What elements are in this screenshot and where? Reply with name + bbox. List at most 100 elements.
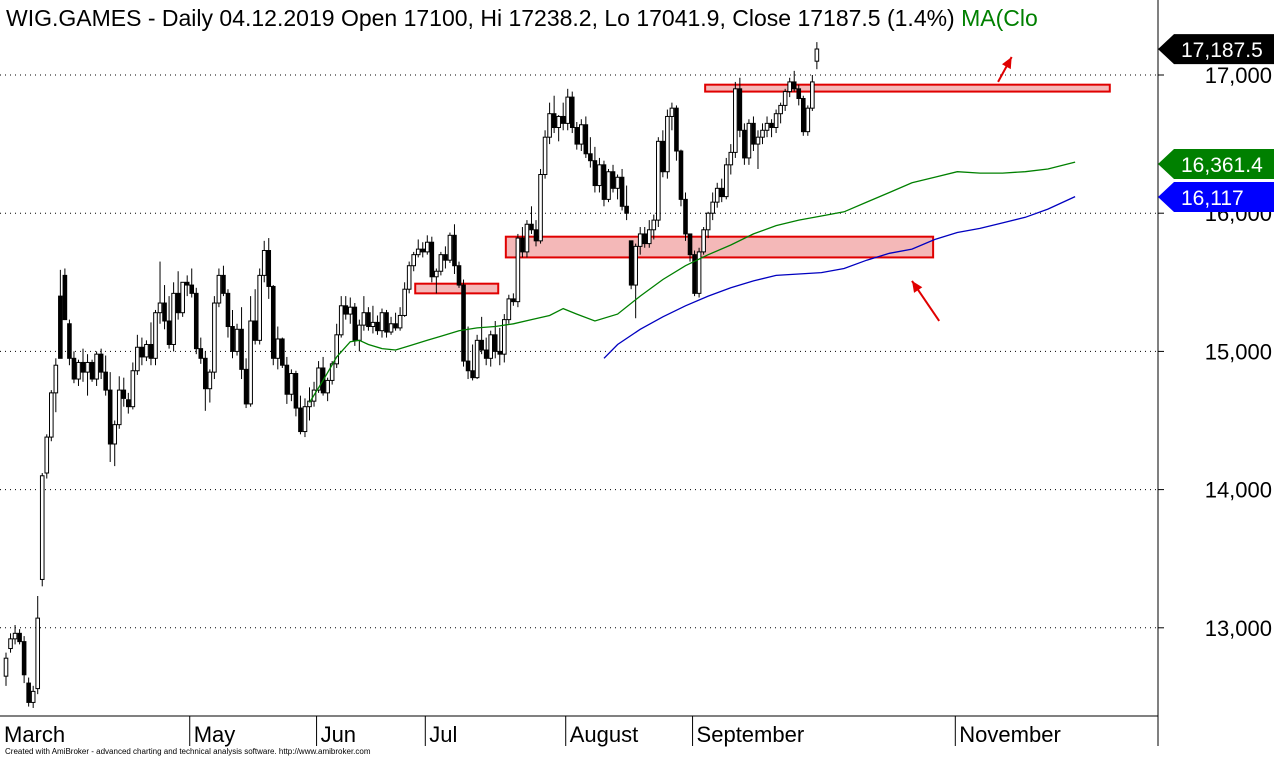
candle-up [424, 241, 430, 253]
candle-up [728, 151, 734, 166]
candle-up [316, 367, 321, 391]
candle-down [280, 338, 285, 366]
candle-down [692, 254, 697, 294]
candle-up [696, 251, 702, 294]
candle-up [144, 343, 149, 358]
candle-up [325, 379, 330, 394]
candle-up [579, 124, 584, 145]
candle-down [225, 292, 231, 328]
candle-down [175, 292, 181, 314]
candle-down [26, 682, 31, 703]
candle-down [470, 370, 475, 379]
candle-down [107, 389, 113, 445]
candle-up [502, 319, 507, 355]
arrow-head [1001, 57, 1012, 70]
candle-up [112, 424, 118, 445]
candle-up [207, 371, 213, 390]
candle-up [434, 270, 439, 278]
candle-down [270, 285, 276, 359]
title-ohlc: Open 17100, Hi 17238.2, Lo 17041.9, Clos… [341, 5, 955, 31]
candle-down [230, 326, 235, 352]
candle-down [298, 407, 303, 433]
candle-down [243, 368, 249, 405]
candle-down [465, 360, 471, 372]
candle-up [411, 254, 416, 267]
candlestick-series [3, 42, 820, 708]
candle-down [58, 295, 63, 359]
value-badges: 17,187.5 16,361.4 16,117 [1158, 34, 1274, 212]
candle-down [683, 198, 688, 235]
candle-down [71, 357, 77, 380]
month-label: Jul [429, 722, 457, 747]
candle-down [492, 334, 498, 352]
candle-down [742, 129, 747, 159]
candle-up [547, 113, 552, 138]
title-backdrop [0, 0, 1155, 34]
candle-down [624, 205, 629, 214]
candle-up [665, 115, 670, 173]
candle-up [597, 164, 602, 187]
time-axis-months: March May Jun Jul August September November [4, 716, 1061, 747]
y-tick-label: 15,000 [1205, 339, 1272, 364]
moving-average-short-line [308, 161, 1076, 403]
candle-down [375, 321, 380, 332]
candle-down [737, 88, 743, 131]
candle-up [515, 237, 521, 303]
candle-down [678, 150, 684, 200]
candle-up [542, 136, 548, 176]
candle-down [121, 389, 127, 399]
candle-down [461, 284, 466, 362]
candle-up [76, 361, 81, 380]
chart-title: WIG.GAMES - Daily 04.12.2019 Open 17100,… [6, 5, 1038, 31]
candle-up [633, 245, 638, 286]
candle-down [189, 284, 195, 294]
candle-down [628, 240, 634, 286]
candle-down [293, 373, 299, 409]
candle-up [39, 475, 45, 580]
candle-up [289, 373, 294, 395]
candle-down [574, 127, 580, 145]
title-date: 04.12.2019 [219, 5, 334, 31]
candle-down [284, 364, 290, 395]
candle-down [366, 312, 371, 328]
month-label: Jun [321, 722, 356, 747]
candle-down [103, 371, 108, 391]
candle-up [361, 312, 367, 326]
title-symbol: WIG.GAMES [6, 5, 141, 31]
candle-down [67, 323, 72, 359]
candle-up [44, 436, 50, 474]
candle-down [601, 164, 607, 200]
footer-credit: Created with AmiBroker - advanced charti… [5, 747, 371, 756]
candle-down [719, 187, 725, 198]
y-tick-label: 14,000 [1205, 478, 1272, 503]
month-label: November [959, 722, 1060, 747]
candle-down [520, 237, 525, 253]
candle-down [483, 349, 489, 359]
candle-down [193, 292, 199, 350]
candle-up [234, 328, 240, 352]
candle-up [406, 265, 412, 290]
candle-up [261, 250, 267, 276]
price-zone [704, 83, 1111, 93]
candle-up [705, 212, 711, 231]
candle-up [764, 122, 770, 131]
candle-down [266, 250, 272, 287]
candle-up [438, 254, 444, 272]
candle-down [166, 320, 172, 345]
candle-up [171, 292, 176, 345]
candle-up [805, 107, 811, 133]
value-badge-label: 16,361.4 [1181, 154, 1263, 177]
value-badge-ma_short [1158, 149, 1274, 179]
candle-up [787, 81, 792, 93]
candle-down [551, 113, 557, 129]
candle-up [669, 107, 675, 117]
candle-down [198, 348, 204, 359]
resistance-support-zones [414, 83, 1111, 295]
candle-down [642, 233, 648, 245]
candle-down [203, 357, 208, 390]
candle-up [773, 113, 779, 129]
candle-down [17, 632, 22, 643]
candle-down [98, 353, 104, 373]
value-badge-last [1158, 34, 1274, 65]
value-badge-label: 17,187.5 [1181, 39, 1263, 62]
